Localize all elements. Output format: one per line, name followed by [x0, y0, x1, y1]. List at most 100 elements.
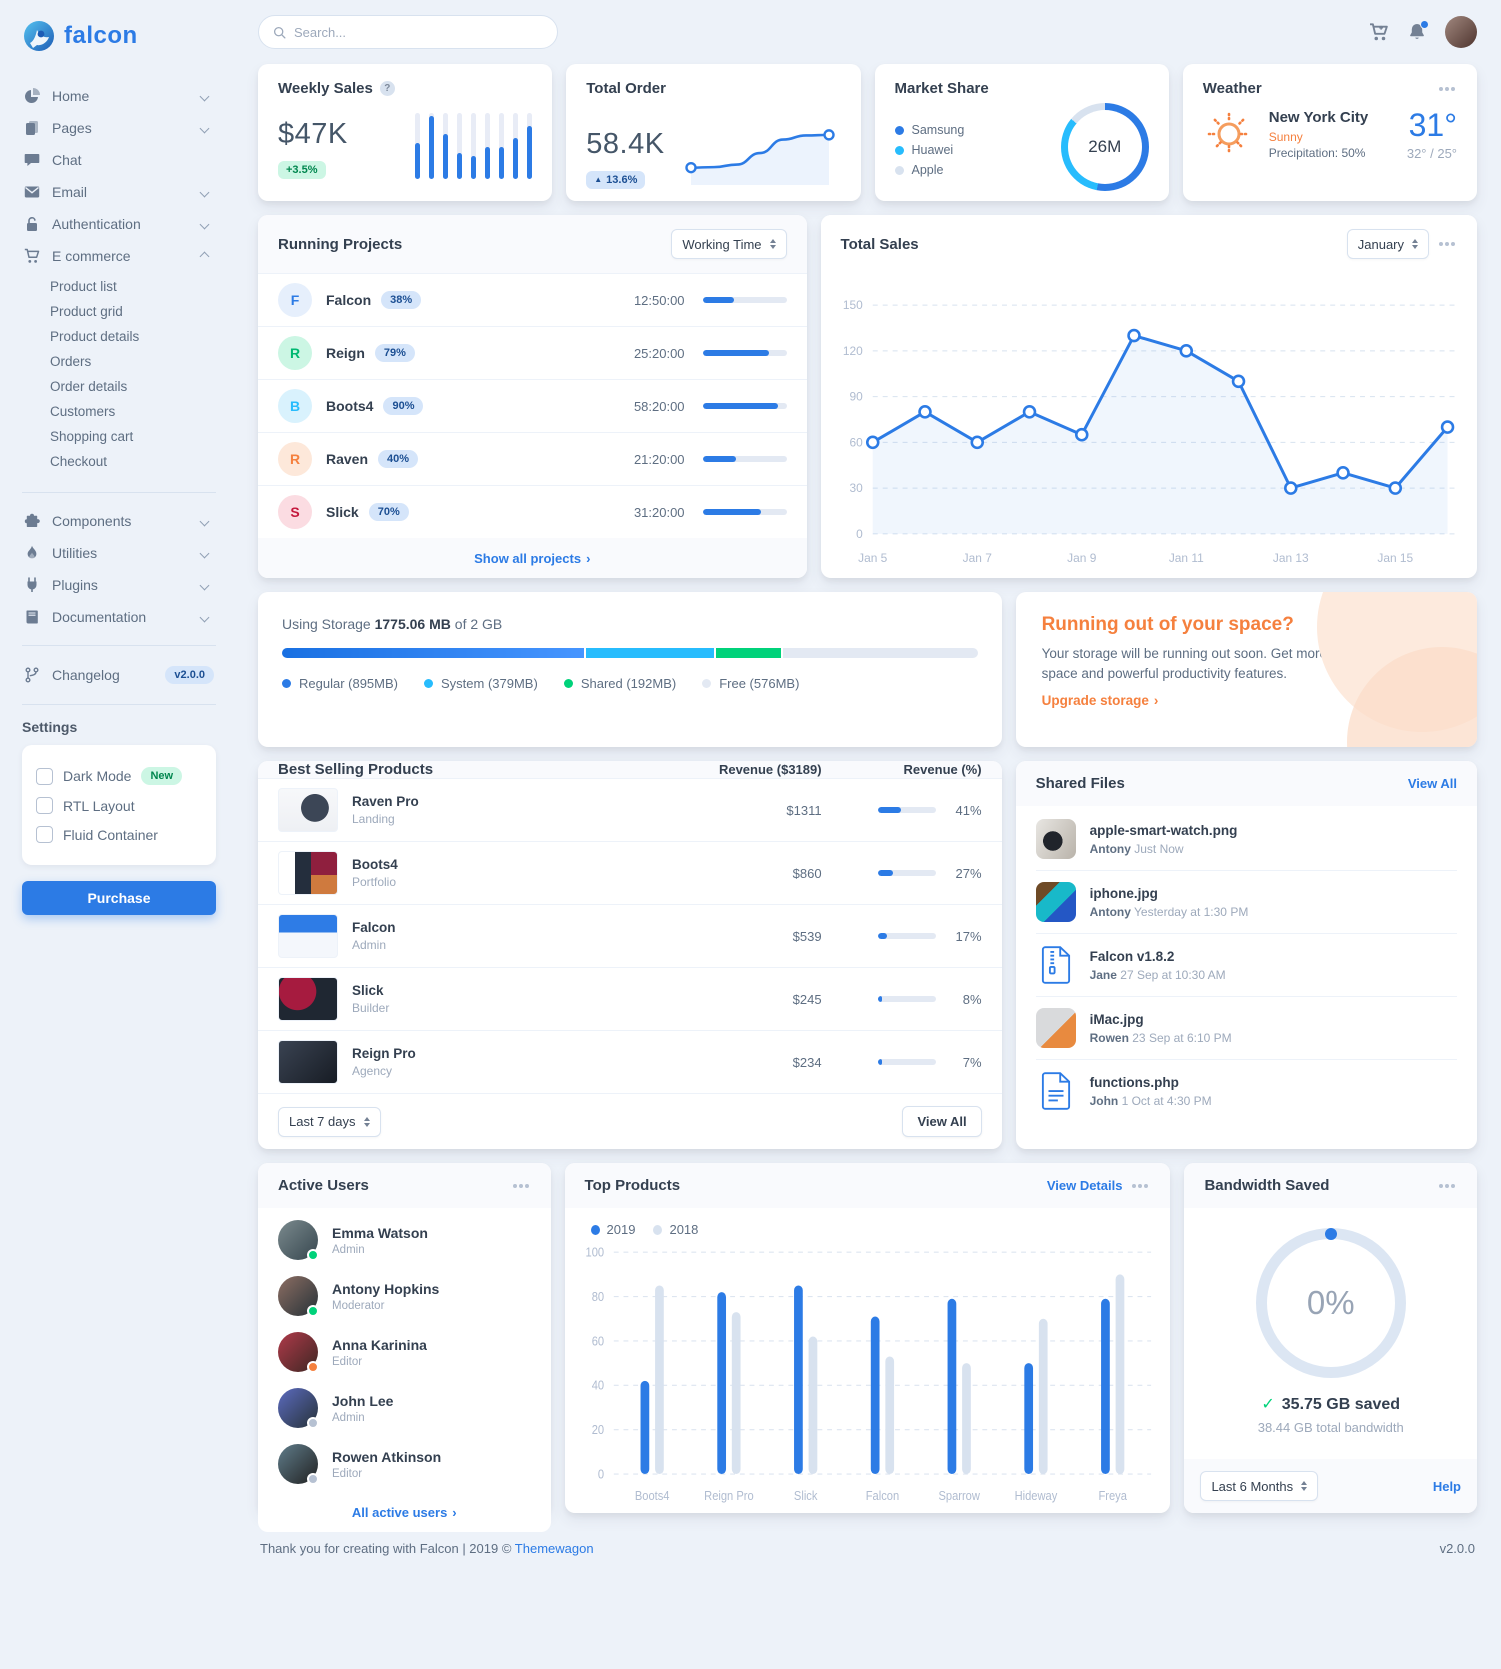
- cart-plus-icon[interactable]: [1369, 22, 1389, 42]
- more-menu-icon[interactable]: [1138, 1183, 1143, 1188]
- upgrade-storage-link[interactable]: Upgrade storage: [1042, 693, 1159, 708]
- legend-item-huawei: Huawei: [894, 140, 965, 160]
- help-link[interactable]: Help: [1432, 1478, 1461, 1494]
- sidebar-item-label: E commerce: [52, 248, 131, 264]
- upgrade-space-card: Running out of your space? Your storage …: [1015, 592, 1477, 747]
- svg-text:Jan 7: Jan 7: [962, 551, 991, 565]
- sidebar-item-pages[interactable]: Pages: [22, 112, 216, 144]
- more-menu-icon[interactable]: [1445, 1183, 1449, 1188]
- product-progress-bar: [877, 933, 936, 939]
- card-title: Total Order: [586, 80, 666, 97]
- view-all-files-link[interactable]: View All: [1407, 776, 1457, 791]
- svg-text:80: 80: [591, 1289, 604, 1304]
- fire-icon: [24, 545, 40, 561]
- select-caret-icon: [1301, 1478, 1307, 1494]
- version-badge: v2.0.0: [165, 666, 214, 684]
- last-7-days-select[interactable]: Last 7 days: [278, 1106, 381, 1137]
- sidebar-item-utilities[interactable]: Utilities: [22, 537, 216, 569]
- weekly-sales-value: $47K: [278, 118, 348, 150]
- storage-legend-item: System (379MB): [424, 676, 538, 691]
- sidebar-item-documentation[interactable]: Documentation: [22, 601, 216, 633]
- sidebar-subitem-orders[interactable]: Orders: [50, 354, 92, 369]
- chevron-down-icon: [199, 187, 210, 197]
- sidebar-item-label: Chat: [52, 152, 82, 168]
- sidebar-subitem-product-grid[interactable]: Product grid: [50, 304, 123, 319]
- sidebar-item-home[interactable]: Home: [22, 80, 216, 112]
- pie-chart-icon: [24, 88, 40, 104]
- storage-label: Using Storage 1775.06 MB of 2 GB: [282, 616, 503, 632]
- checkbox[interactable]: [36, 826, 53, 843]
- user-row: Antony Hopkins Moderator: [278, 1268, 531, 1324]
- sidebar-subitem-product-list[interactable]: Product list: [50, 279, 117, 294]
- help-icon[interactable]: [379, 81, 395, 96]
- svg-text:Jan 9: Jan 9: [1067, 551, 1096, 565]
- user-row: Rowen Atkinson Editor: [278, 1436, 531, 1492]
- sidebar-divider: [22, 492, 216, 493]
- avatar[interactable]: [1445, 16, 1477, 48]
- user-row: Emma Watson Admin: [278, 1212, 531, 1268]
- last-6-months-select[interactable]: Last 6 Months: [1200, 1471, 1319, 1501]
- bell-icon[interactable]: [1407, 20, 1429, 42]
- file-meta: John 1 Oct at 4:30 PM: [1089, 1093, 1212, 1108]
- user-name: John Lee: [332, 1392, 394, 1409]
- checkbox[interactable]: [36, 797, 53, 814]
- checkbox[interactable]: [36, 767, 53, 785]
- more-menu-icon[interactable]: [1445, 86, 1449, 91]
- project-name: Boots4: [326, 398, 374, 414]
- working-time-select[interactable]: Working Time: [671, 229, 787, 259]
- show-all-projects-link[interactable]: Show all projects: [474, 551, 590, 566]
- sidebar: falcon Home Pages Chat Email Authentication E…: [0, 0, 230, 1669]
- sidebar-subitem-shopping-cart[interactable]: Shopping cart: [50, 429, 134, 444]
- sidebar-item-e-commerce[interactable]: E commerce: [22, 240, 216, 272]
- file-thumbnail: [1035, 1008, 1076, 1048]
- option-label: RTL Layout: [63, 797, 135, 814]
- sidebar-item-plugins[interactable]: Plugins: [22, 569, 216, 601]
- sidebar-divider: [22, 704, 216, 705]
- weather-temp: 31°: [1408, 107, 1457, 143]
- sidebar-item-authentication[interactable]: Authentication: [22, 208, 216, 240]
- product-row: Slick Builder $245 8%: [258, 967, 1002, 1030]
- sidebar-subitem-product-details[interactable]: Product details: [50, 329, 140, 344]
- product-text: Reign Pro Agency: [352, 1046, 416, 1078]
- sidebar-subitem-customers[interactable]: Customers: [50, 404, 116, 419]
- file-row: iMac.jpg Rowen 23 Sep at 6:10 PM: [1035, 997, 1457, 1060]
- svg-text:150: 150: [842, 298, 862, 312]
- product-progress-bar: [877, 996, 936, 1002]
- settings-card: Dark Mode New RTL Layout Fluid Container: [22, 745, 216, 865]
- chevron-down-icon: [199, 548, 210, 558]
- sidebar-item-label: Utilities: [52, 545, 98, 561]
- svg-text:Slick: Slick: [793, 1489, 817, 1504]
- storage-card: Using Storage 1775.06 MB of 2 GB Regular…: [258, 592, 1002, 747]
- view-details-link[interactable]: View Details: [1046, 1178, 1123, 1193]
- sidebar-subitem-order-details[interactable]: Order details: [50, 379, 128, 394]
- product-progress-bar: [877, 807, 936, 813]
- new-badge: New: [141, 767, 183, 785]
- purchase-button[interactable]: Purchase: [22, 881, 216, 915]
- sidebar-item-email[interactable]: Email: [22, 176, 216, 208]
- more-menu-icon[interactable]: [1445, 242, 1449, 246]
- sidebar-item-changelog[interactable]: Changelog v2.0.0: [22, 658, 216, 692]
- product-text: Slick Builder: [352, 983, 389, 1015]
- select-caret-icon: [364, 1114, 370, 1130]
- search-input[interactable]: [294, 24, 543, 40]
- project-row: F Falcon 38% 12:50:00: [258, 273, 807, 326]
- user-avatar: [278, 1220, 319, 1261]
- sidebar-subitem-checkout[interactable]: Checkout: [50, 454, 108, 469]
- sidebar-item-chat[interactable]: Chat: [22, 144, 216, 176]
- file-meta: Jane 27 Sep at 10:30 AM: [1089, 967, 1226, 982]
- user-role: Admin: [332, 1243, 365, 1256]
- month-select[interactable]: January: [1346, 229, 1429, 259]
- sidebar-item-components[interactable]: Components: [22, 505, 216, 537]
- more-menu-icon[interactable]: [518, 1183, 523, 1188]
- themewagon-link[interactable]: Themewagon: [514, 1541, 594, 1556]
- legend-item-2018: 2018: [653, 1222, 698, 1237]
- svg-text:Sparrow: Sparrow: [938, 1489, 980, 1504]
- view-all-button[interactable]: View All: [902, 1106, 982, 1137]
- all-active-users-link[interactable]: All active users: [352, 1505, 457, 1520]
- plug-icon: [24, 577, 40, 593]
- svg-text:0: 0: [856, 527, 863, 541]
- app-logo[interactable]: falcon: [22, 14, 216, 58]
- column-header: Best Selling Products: [278, 761, 434, 778]
- bottom-row: Active Users Emma Watson Admin Antony Hopk…: [258, 1163, 1477, 1532]
